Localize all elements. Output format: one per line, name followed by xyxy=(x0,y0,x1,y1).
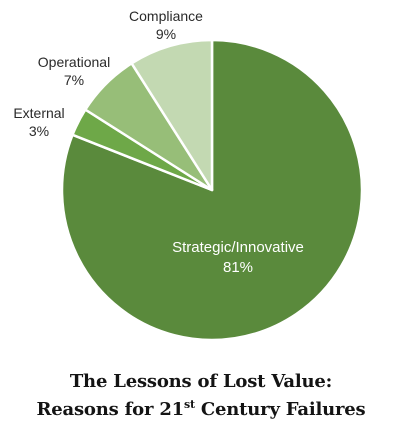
slice-value-compliance: 9% xyxy=(156,26,176,42)
slice-value-operational: 7% xyxy=(64,72,84,88)
chart-title-line-2-prefix: Reasons for 21 xyxy=(36,399,185,420)
chart-title: The Lessons of Lost Value: Reasons for 2… xyxy=(0,368,402,424)
pie-slices xyxy=(60,38,364,342)
chart-title-line-2: Reasons for 21st Century Failures xyxy=(0,396,402,424)
pie-slice-compliance xyxy=(130,38,214,192)
slice-label-compliance: Compliance xyxy=(129,8,203,24)
slice-label-operational: Operational xyxy=(38,54,110,70)
slice-label-external: External xyxy=(13,105,64,121)
chart-title-line-2-superscript: st xyxy=(183,398,195,411)
slice-label-strategic-innovative: Strategic/Innovative xyxy=(172,239,304,256)
slice-value-external: 3% xyxy=(29,123,49,139)
chart-title-line-2-suffix: Century Failures xyxy=(194,399,366,420)
slice-value-strategic-innovative: 81% xyxy=(223,259,253,276)
chart-title-line-1: The Lessons of Lost Value: xyxy=(69,371,333,392)
